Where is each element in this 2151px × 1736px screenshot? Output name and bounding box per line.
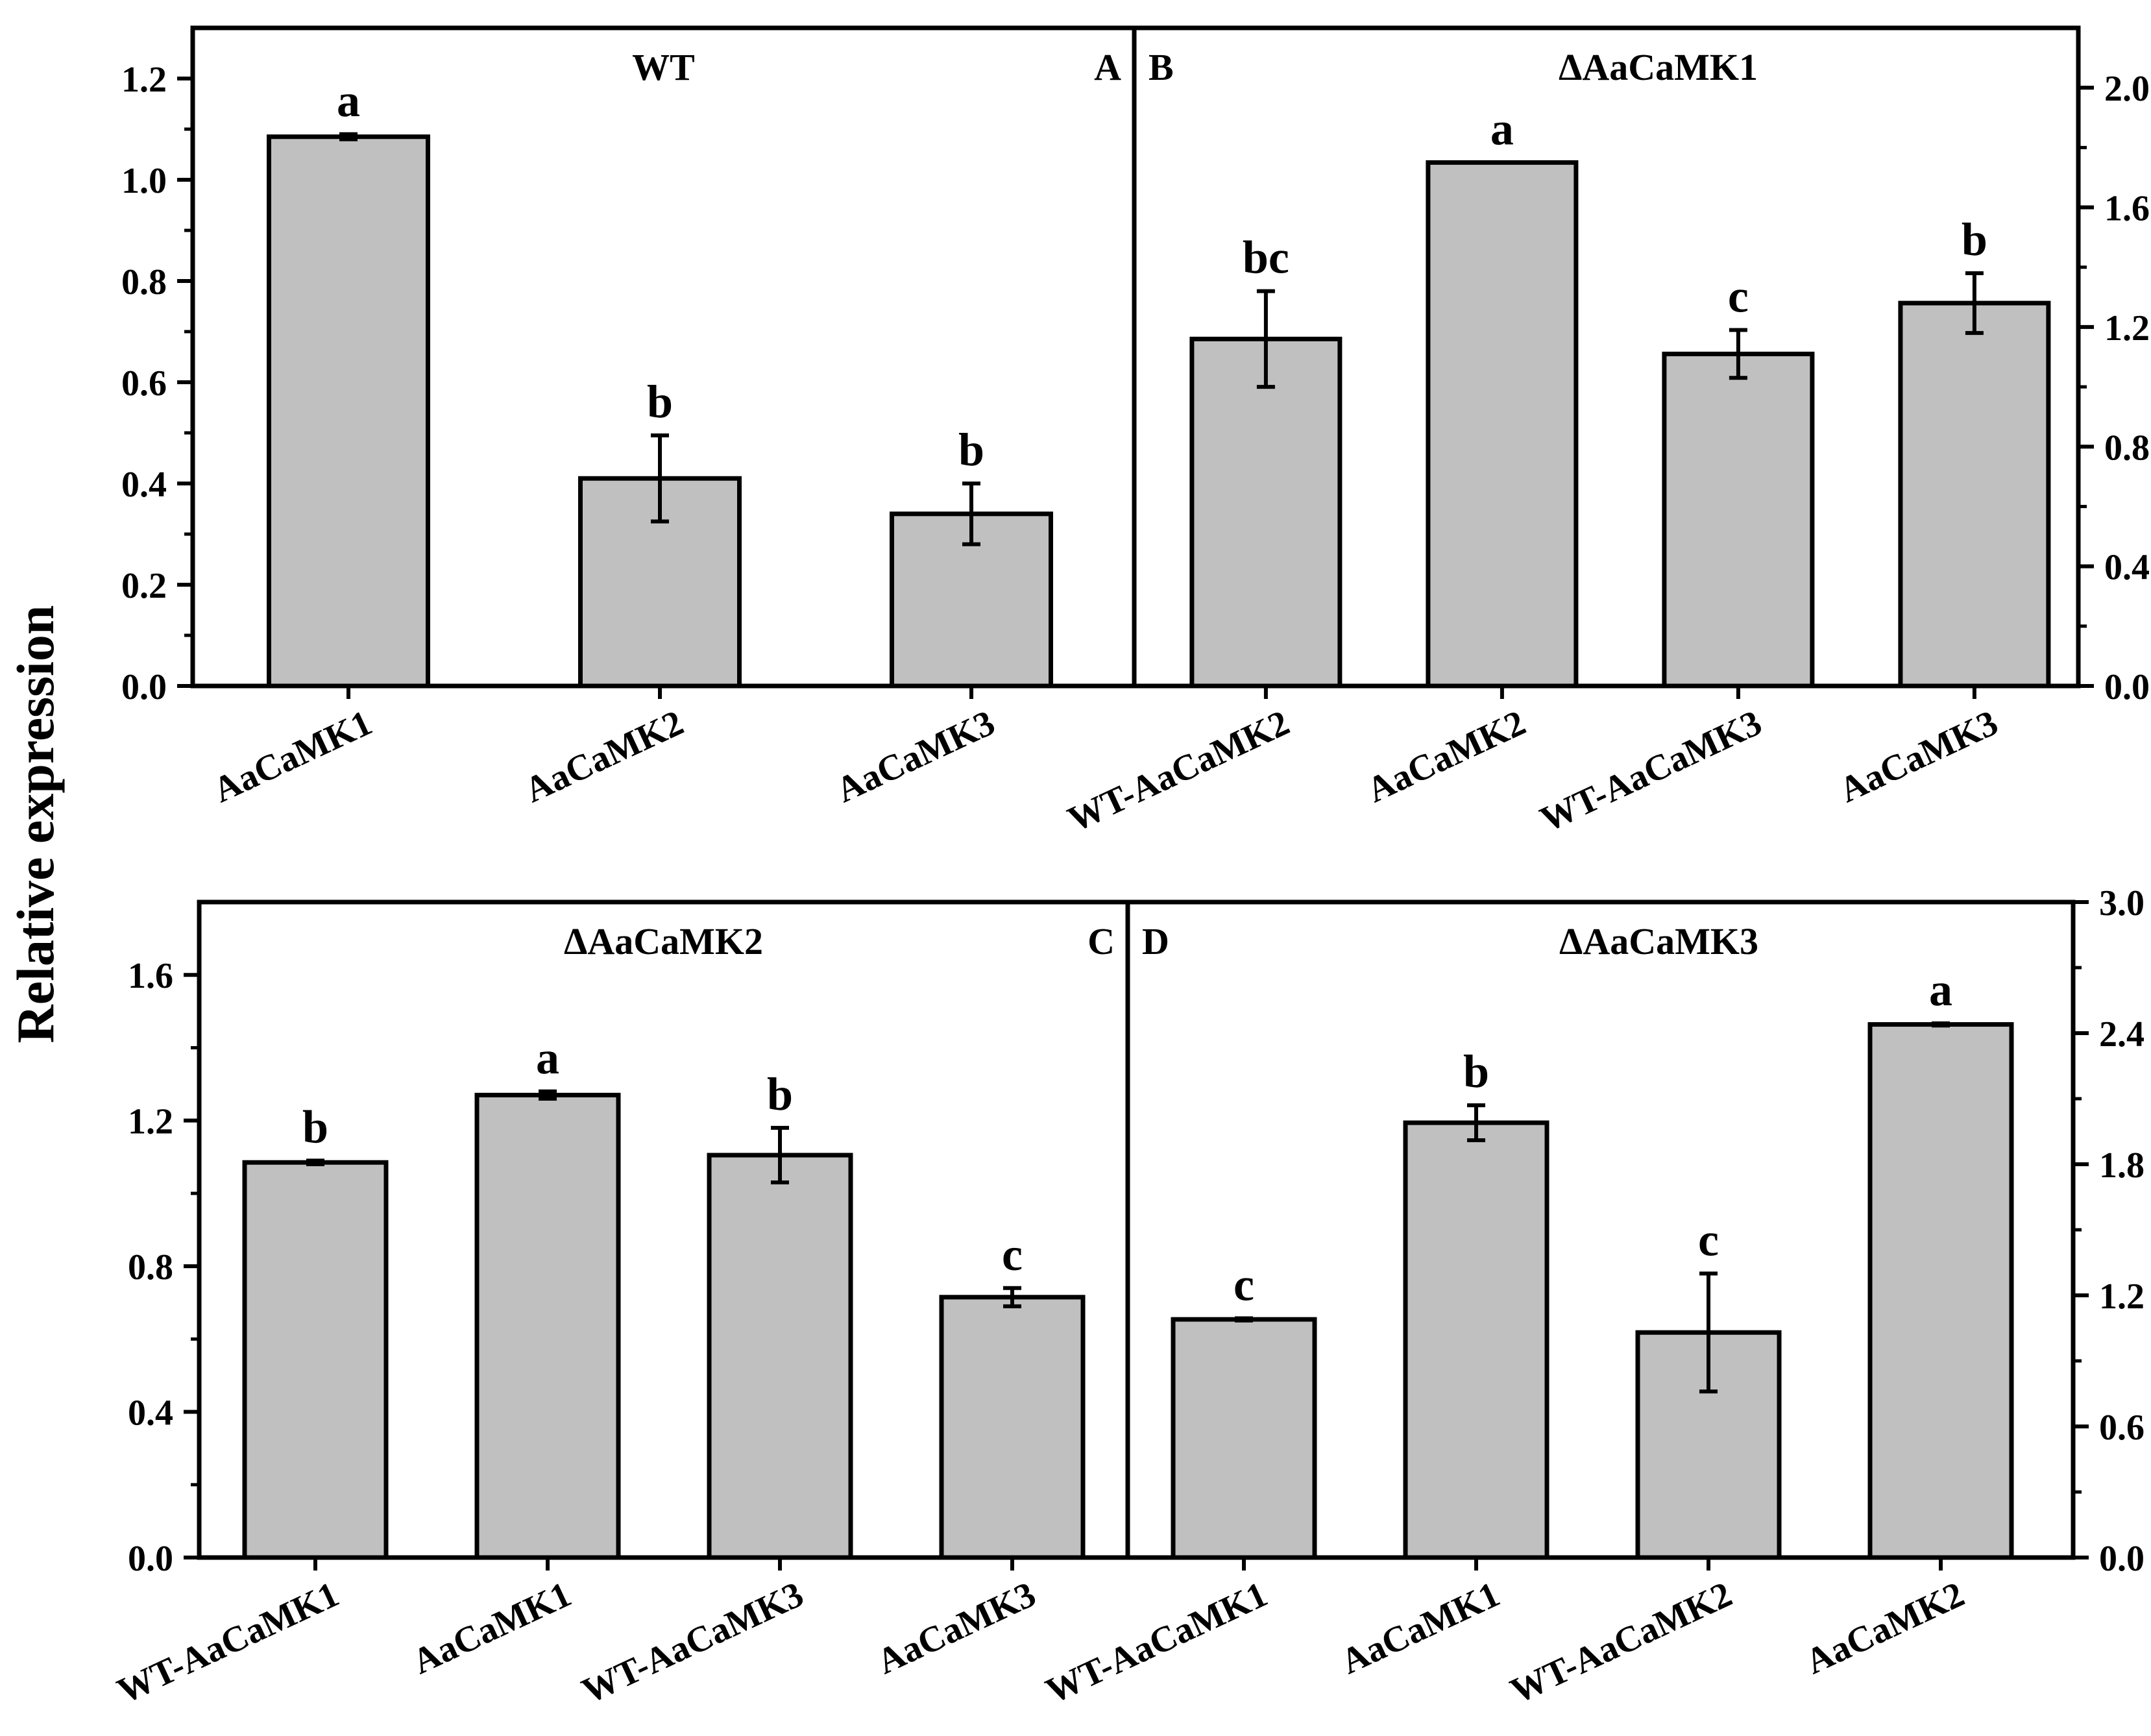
- bar: [1189, 336, 1343, 689]
- bar: [267, 134, 430, 689]
- y-tick-label: 1.6: [128, 956, 173, 996]
- panel-c: b WT-AaCaMK1 a AaCaMK1 b WT-AaCaMK3 c AaCaMK3 0.…: [112, 899, 1130, 1712]
- significance-label: b: [958, 424, 984, 476]
- significance-label: b: [1962, 214, 1987, 265]
- significance-label: b: [1463, 1045, 1489, 1097]
- y-tick-label: 2.4: [2099, 1014, 2145, 1055]
- y-tick-label: 0.4: [121, 465, 167, 505]
- y-tick-label: 1.0: [121, 161, 167, 201]
- bar: [1867, 1022, 2014, 1560]
- panel-title: WT: [632, 46, 695, 88]
- panel-title: ΔAaCaMK1: [1559, 46, 1758, 88]
- panel-letter: C: [1088, 920, 1115, 962]
- bar: [1403, 1120, 1549, 1560]
- significance-label: c: [1233, 1258, 1254, 1310]
- category-label: AaCaMK2: [1361, 703, 1531, 811]
- plot-frame: [1132, 25, 2081, 689]
- panel-letter: D: [1142, 920, 1169, 962]
- category-label: AaCaMK3: [871, 1574, 1041, 1683]
- category-label: WT-AaCaMK1: [1040, 1574, 1274, 1712]
- y-tick-label: 0.6: [121, 363, 167, 404]
- y-tick-label: 1.2: [2104, 308, 2150, 348]
- y-axis-label: Relative expression: [6, 605, 65, 1044]
- y-tick-label: 1.6: [2104, 189, 2150, 229]
- panel-d: c WT-AaCaMK1 b AaCaMK1 c WT-AaCaMK2 a AaCaMK2 0.…: [1040, 883, 2145, 1711]
- category-label: AaCaMK2: [1799, 1574, 1970, 1683]
- category-label: AaCaMK1: [207, 703, 378, 811]
- bar: [1635, 1330, 1782, 1560]
- y-tick-label: 0.8: [2104, 428, 2150, 468]
- y-tick-label: 0.8: [128, 1247, 173, 1288]
- panel-title: ΔAaCaMK3: [1559, 920, 1758, 962]
- panel-letter: B: [1148, 46, 1174, 88]
- bar: [1171, 1317, 1317, 1560]
- y-tick-label: 0.2: [121, 566, 167, 606]
- significance-label: a: [337, 75, 360, 127]
- significance-label: bc: [1243, 232, 1289, 284]
- y-tick-label: 1.2: [121, 60, 167, 100]
- significance-label: b: [647, 376, 673, 428]
- category-label: WT-AaCaMK3: [576, 1574, 810, 1712]
- significance-label: c: [1698, 1214, 1719, 1265]
- panel-a: a AaCaMK1 b AaCaMK2 b AaCaMK3 0.0 0.2 0.4 0.6 0.8 1…: [121, 25, 1137, 811]
- category-label: WT-AaCaMK2: [1062, 703, 1296, 840]
- bar: [1426, 160, 1579, 689]
- category-label: AaCaMK1: [406, 1574, 577, 1683]
- category-label: WT-AaCaMK2: [1505, 1574, 1738, 1712]
- category-label: WT-AaCaMK3: [1535, 703, 1768, 840]
- significance-label: a: [1490, 103, 1514, 154]
- y-tick-label: 0.0: [121, 667, 167, 707]
- bar: [474, 1092, 621, 1560]
- y-tick-label: 0.0: [128, 1539, 173, 1579]
- y-tick-label: 3.0: [2099, 883, 2145, 923]
- panel-title: ΔAaCaMK2: [564, 920, 763, 962]
- significance-label: c: [1728, 271, 1749, 323]
- significance-label: b: [302, 1101, 328, 1153]
- bar: [1898, 300, 2051, 689]
- category-label: AaCaMK3: [830, 703, 1001, 811]
- y-tick-label: 1.8: [2099, 1145, 2145, 1186]
- y-tick-label: 1.2: [128, 1102, 173, 1142]
- y-tick-label: 1.2: [2099, 1277, 2145, 1317]
- bar: [939, 1295, 1086, 1560]
- panel-b: bc WT-AaCaMK2 a AaCaMK2 c WT-AaCaMK3 b AaCaMK3 0…: [1062, 25, 2150, 840]
- category-label: WT-AaCaMK1: [112, 1574, 345, 1712]
- y-tick-label: 0.8: [121, 262, 167, 302]
- category-label: AaCaMK3: [1833, 703, 2004, 811]
- bar: [242, 1160, 389, 1560]
- category-label: AaCaMK1: [1335, 1574, 1505, 1683]
- significance-label: a: [536, 1032, 559, 1084]
- y-tick-label: 0.4: [128, 1393, 173, 1434]
- y-tick-label: 0.0: [2099, 1539, 2145, 1579]
- bar: [1662, 351, 1815, 689]
- y-tick-label: 2.0: [2104, 69, 2150, 109]
- category-label: AaCaMK2: [518, 703, 689, 811]
- y-tick-label: 0.6: [2099, 1408, 2145, 1448]
- y-tick-label: 0.0: [2104, 667, 2150, 707]
- panel-letter: A: [1094, 46, 1121, 88]
- significance-label: c: [1002, 1229, 1023, 1280]
- significance-label: b: [767, 1068, 793, 1120]
- y-tick-label: 0.4: [2104, 548, 2150, 588]
- significance-label: a: [1929, 964, 1952, 1016]
- bar: [707, 1153, 853, 1560]
- panels: a AaCaMK1 b AaCaMK2 b AaCaMK3 0.0 0.2 0.4 0.6 0.8 1…: [112, 25, 2150, 1712]
